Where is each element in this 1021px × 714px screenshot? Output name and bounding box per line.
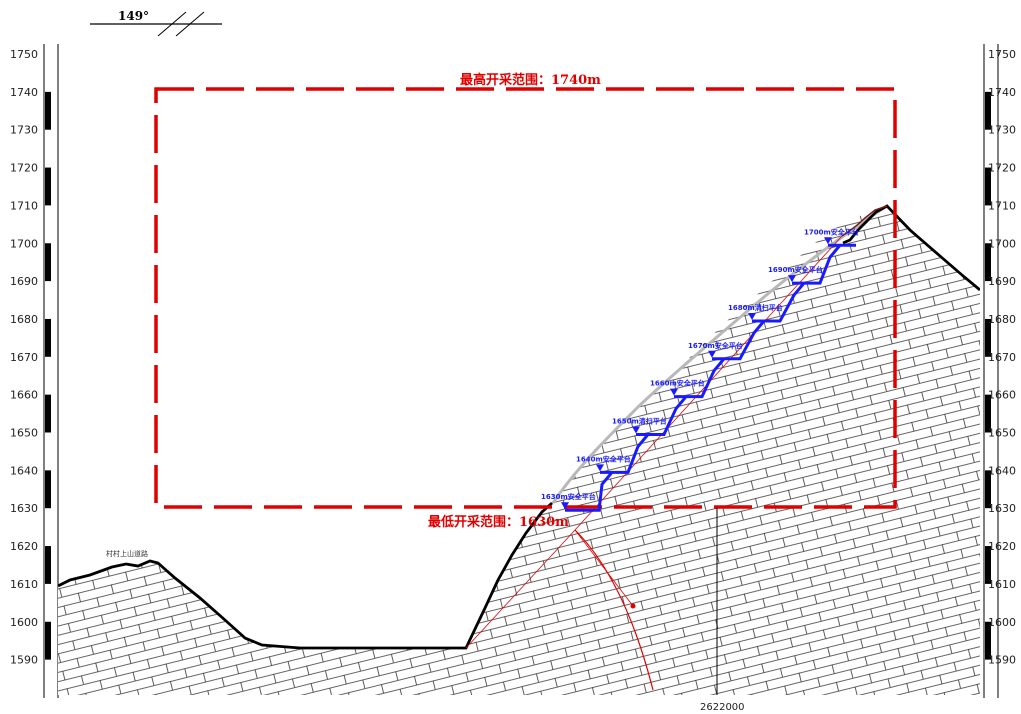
bench-marker-icon bbox=[632, 426, 640, 434]
bench-label: 1650m清扫平台 bbox=[612, 417, 667, 426]
bench-marker-icon bbox=[708, 350, 716, 358]
bench-label: 1690m安全平台 bbox=[768, 265, 823, 274]
bench-label: 1630m安全平台 bbox=[541, 492, 596, 501]
elevation-scale-left: 1750 1740 1730 1720 1710 1700 1690 1680 1670 1660… bbox=[10, 44, 59, 698]
bench-group: 1630m安全平台 1640m安全平台 1650m清扫平台 1660m安全平台 1670… bbox=[541, 227, 859, 512]
elevation-tick-label: 1600 bbox=[988, 616, 1016, 629]
elevation-tick-label: 1610 bbox=[10, 578, 38, 591]
elevation-tick-label: 1700 bbox=[988, 237, 1016, 250]
pit-boundary bbox=[154, 87, 897, 509]
elevation-tick-label: 1680 bbox=[10, 313, 38, 326]
elevation-tick-label: 1740 bbox=[10, 86, 38, 99]
elevation-tick-label: 1730 bbox=[988, 124, 1016, 137]
bench-label: 1680m清扫平台 bbox=[728, 303, 783, 312]
elevation-tick-label: 1650 bbox=[988, 427, 1016, 440]
elevation-tick-label: 1640 bbox=[988, 464, 1016, 477]
terrain-summit-detail bbox=[841, 205, 888, 237]
elevation-tick-label: 1720 bbox=[988, 162, 1016, 175]
elevation-tick-label: 1720 bbox=[10, 162, 38, 175]
elevation-tick-label: 1590 bbox=[10, 654, 38, 667]
original-ground-surface bbox=[551, 204, 888, 504]
bench-label: 1700m安全平台 bbox=[804, 227, 859, 236]
bench-profile-line bbox=[565, 243, 856, 512]
bench-label: 1670m安全平台 bbox=[688, 341, 743, 350]
elevation-tick-label: 1650 bbox=[10, 427, 38, 440]
bench-marker-icon bbox=[561, 502, 569, 510]
bench-marker-icon bbox=[596, 464, 604, 472]
bench-label: 1660m安全平台 bbox=[650, 379, 705, 388]
bench-marker-icon bbox=[788, 275, 796, 283]
elevation-tick-label: 1600 bbox=[10, 616, 38, 629]
road-label: 村村上山道路 bbox=[106, 549, 148, 558]
elevation-tick-label: 1740 bbox=[988, 86, 1016, 99]
elevation-tick-label: 1630 bbox=[988, 502, 1016, 515]
elevation-tick-label: 1700 bbox=[10, 237, 38, 250]
bench-marker-icon bbox=[748, 312, 756, 320]
elevation-tick-label: 1710 bbox=[988, 199, 1016, 212]
x-coordinate-label: 2622000 bbox=[700, 702, 745, 713]
terrain-profile-left bbox=[58, 501, 553, 650]
elevation-tick-label: 1670 bbox=[10, 351, 38, 364]
elevation-tick-label: 1630 bbox=[10, 502, 38, 515]
elevation-tick-label: 1680 bbox=[988, 313, 1016, 326]
direction-angle-label: 149° bbox=[118, 9, 149, 23]
elevation-tick-label: 1590 bbox=[988, 654, 1016, 667]
elevation-tick-label: 1730 bbox=[10, 124, 38, 137]
elevation-tick-label: 1660 bbox=[988, 389, 1016, 402]
rock-mass bbox=[58, 206, 980, 695]
elevation-tick-label: 1690 bbox=[988, 275, 1016, 288]
terrain-profile-right bbox=[842, 204, 980, 292]
direction-indicator: 149° bbox=[90, 9, 222, 37]
elevation-tick-label: 1750 bbox=[10, 48, 38, 61]
elevation-tick-label: 1640 bbox=[10, 464, 38, 477]
pit-top-label: 最高开采范围：1740m bbox=[460, 72, 601, 88]
elevation-tick-label: 1750 bbox=[988, 48, 1016, 61]
elevation-tick-label: 1620 bbox=[10, 540, 38, 553]
elevation-tick-label: 1660 bbox=[10, 389, 38, 402]
elevation-tick-label: 1690 bbox=[10, 275, 38, 288]
elevation-tick-label: 1710 bbox=[10, 199, 38, 212]
elevation-tick-label: 1610 bbox=[988, 578, 1016, 591]
elevation-scale-right: 1750 1740 1730 1720 1710 1700 1690 1680 1670 1660… bbox=[983, 44, 1016, 698]
bench-marker-icon bbox=[824, 237, 832, 245]
bench-label: 1640m安全平台 bbox=[576, 454, 631, 463]
elevation-tick-label: 1620 bbox=[988, 540, 1016, 553]
pit-bottom-label: 最低开采范围：1630m bbox=[428, 514, 569, 530]
bench-marker-icon bbox=[670, 388, 678, 396]
elevation-tick-label: 1670 bbox=[988, 351, 1016, 364]
